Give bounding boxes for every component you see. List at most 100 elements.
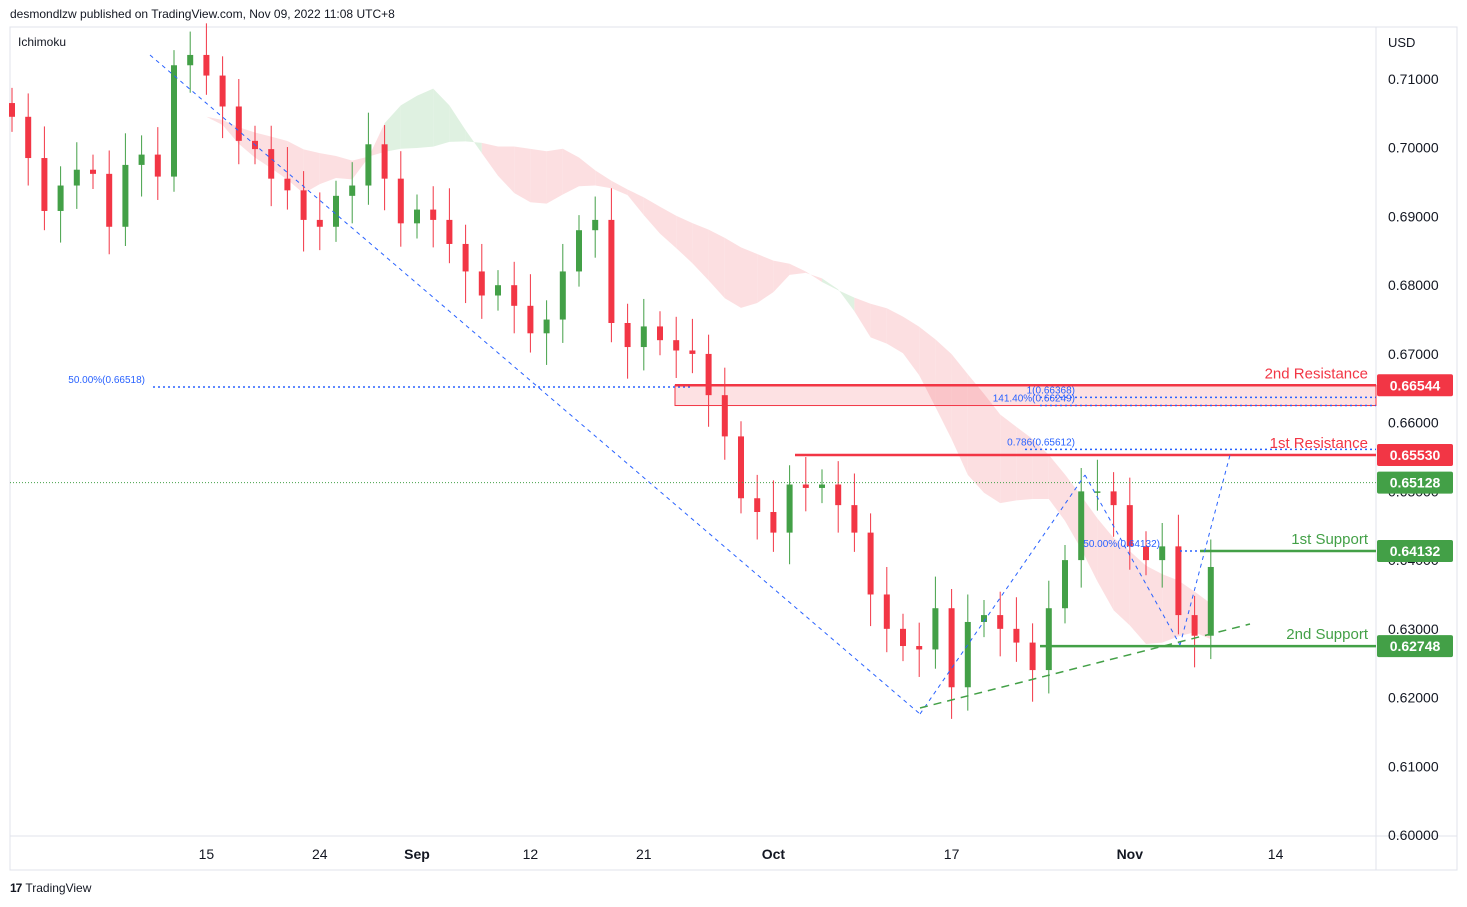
ichimoku-cloud-segment: [384, 105, 401, 152]
candle-down: [867, 532, 874, 595]
ichimoku-cloud-segment: [352, 156, 369, 180]
y-tick-label: 0.62000: [1388, 690, 1439, 706]
candle-up: [964, 621, 971, 688]
ichimoku-cloud-segment: [967, 374, 984, 493]
candle-up: [171, 65, 177, 177]
ichimoku-cloud-segment: [1162, 574, 1179, 643]
x-tick-label: 12: [523, 846, 539, 862]
support-trendline: [919, 623, 1251, 709]
candle-down: [316, 219, 323, 227]
candle-up: [1094, 491, 1101, 493]
candle-up: [1062, 560, 1068, 609]
candle-down: [1110, 491, 1117, 506]
candle-down: [673, 340, 680, 351]
ichimoku-cloud-segment: [400, 95, 417, 149]
trend-zigzag-line: [1084, 474, 1181, 646]
candle-down: [738, 436, 744, 499]
y-tick-label: 0.61000: [1388, 758, 1439, 774]
candle-down: [770, 511, 777, 533]
candle-up: [981, 615, 987, 622]
ichimoku-cloud-segment: [1000, 414, 1017, 504]
candle-down: [883, 594, 890, 629]
ichimoku-cloud-segment: [498, 146, 515, 193]
candle-down: [90, 169, 96, 174]
ichimoku-cloud-segment: [773, 260, 790, 293]
candle-up: [1078, 491, 1085, 561]
ichimoku-cloud-segment: [417, 88, 434, 148]
candle-down: [219, 75, 226, 107]
candle-up: [122, 164, 129, 227]
ichimoku-cloud-segment: [1016, 426, 1033, 501]
candle-down: [948, 608, 955, 688]
ichimoku-cloud-segment: [692, 223, 709, 281]
candle-up: [365, 144, 372, 186]
ichimoku-cloud-segment: [1194, 591, 1211, 640]
candle-down: [381, 144, 388, 179]
y-tick-label: 0.69000: [1388, 208, 1439, 224]
ichimoku-cloud-segment: [951, 354, 968, 475]
x-tick-label: 21: [636, 846, 652, 862]
ichimoku-cloud-segment: [303, 149, 320, 194]
level-price-text: 0.66544: [1390, 377, 1441, 393]
x-tick-label: 14: [1268, 846, 1284, 862]
candle-down: [154, 154, 161, 177]
candle-down: [1191, 615, 1198, 636]
level-price-tag: [1377, 374, 1453, 397]
level-price-tag: [1377, 540, 1453, 563]
candle-up: [543, 319, 550, 334]
ichimoku-cloud-segment: [595, 170, 612, 189]
candle-down: [916, 646, 923, 650]
ichimoku-cloud-segment: [546, 148, 563, 204]
candle-down: [397, 178, 404, 224]
candle-up: [57, 185, 64, 211]
candle-up: [819, 484, 825, 488]
candle-down: [997, 615, 1004, 629]
y-tick-label: 0.70000: [1388, 140, 1439, 156]
candle-down: [721, 395, 728, 437]
ichimoku-cloud-segment: [1048, 454, 1065, 521]
candle-down: [25, 116, 32, 159]
candle-down: [446, 219, 453, 244]
ichimoku-cloud-segment: [1178, 580, 1195, 637]
candle-up: [495, 285, 501, 296]
y-tick-label: 0.63000: [1388, 621, 1439, 637]
ichimoku-cloud-segment: [886, 308, 903, 354]
fib-level-label: 1(0.66368): [1027, 385, 1075, 396]
candle-up: [1207, 566, 1214, 636]
candle-down: [300, 190, 307, 220]
candle-down: [802, 484, 809, 488]
footer-brand[interactable]: 17 TradingView: [10, 881, 91, 895]
ichimoku-cloud-segment: [741, 247, 758, 308]
fib-level-label: 50.00%(0.64132): [1083, 539, 1160, 550]
ichimoku-cloud-segment: [1097, 518, 1114, 611]
ichimoku-cloud-segment: [805, 271, 822, 283]
candle-down: [1143, 546, 1149, 561]
ichimoku-cloud-segment: [838, 289, 855, 312]
candle-up: [349, 185, 356, 196]
ichimoku-cloud-segment: [368, 123, 385, 158]
x-tick-label: Oct: [762, 846, 786, 862]
fib-level-label: 141.40%(0.66249): [993, 394, 1075, 405]
y-tick-label: 0.71000: [1388, 71, 1439, 87]
candle-down: [851, 505, 858, 533]
candle-up: [1045, 608, 1052, 671]
candle-down: [1126, 505, 1133, 547]
ichimoku-cloud-segment: [287, 140, 304, 194]
level-name: 2nd Support: [1286, 626, 1369, 643]
ichimoku-cloud-segment: [336, 156, 353, 180]
level-price-tag: [1377, 635, 1453, 658]
y-tick-label: 0.68000: [1388, 277, 1439, 293]
y-tick-label: 0.67000: [1388, 346, 1439, 362]
ichimoku-cloud-segment: [870, 303, 887, 344]
level-price-tag: [1377, 443, 1453, 466]
ichimoku-cloud-segment: [1081, 495, 1098, 582]
candle-up: [333, 195, 339, 227]
candle-down: [284, 178, 291, 191]
ichimoku-cloud-segment: [984, 393, 1001, 504]
ichimoku-cloud-segment: [903, 316, 920, 376]
candle-down: [1175, 546, 1182, 616]
ichimoku-cloud-segment: [514, 146, 531, 203]
ichimoku-cloud-segment: [757, 253, 774, 304]
ichimoku-cloud-segment: [643, 197, 660, 234]
